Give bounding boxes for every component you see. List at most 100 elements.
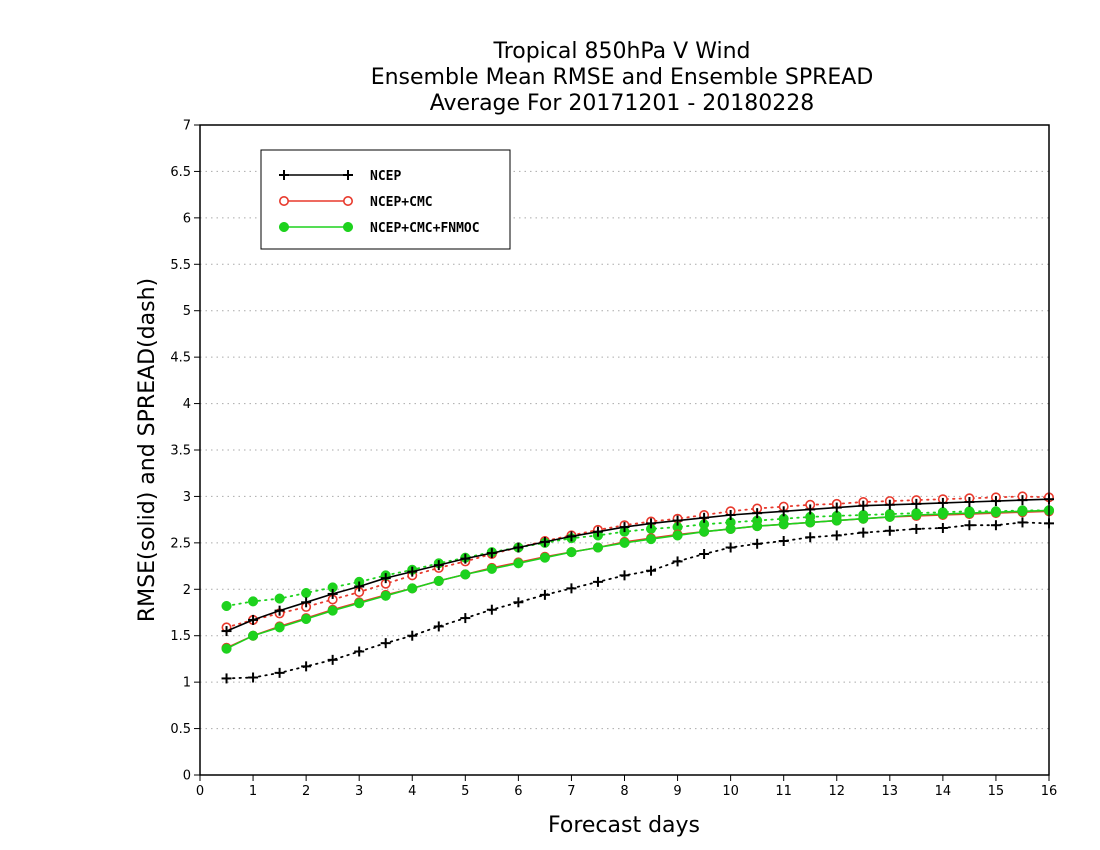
legend-marker	[343, 170, 353, 180]
data-point	[433, 575, 444, 586]
data-point	[964, 508, 975, 519]
data-point	[566, 583, 577, 594]
series-ncep-spread	[221, 517, 1054, 684]
data-point	[645, 534, 657, 545]
data-point	[725, 542, 736, 553]
legend-item: NCEP+CMC+FNMOC	[278, 221, 480, 236]
y-tick-label: 2	[183, 583, 191, 598]
data-point	[327, 654, 338, 665]
data-point	[937, 509, 948, 520]
data-point	[460, 613, 471, 624]
data-point	[858, 527, 869, 538]
y-tick-label: 6	[183, 211, 191, 226]
series-line-ncep-rmse	[226, 498, 1050, 632]
data-point	[752, 508, 763, 519]
legend-box	[260, 149, 511, 250]
data-point	[248, 596, 259, 607]
data-point	[752, 521, 763, 532]
data-point	[1017, 517, 1028, 528]
data-point	[354, 646, 365, 657]
data-point	[301, 613, 312, 625]
data-point	[301, 597, 312, 608]
data-point	[911, 498, 922, 509]
data-point	[725, 510, 736, 520]
legend-label: NCEP+CMC+FNMOC	[370, 221, 480, 236]
data-point	[274, 622, 285, 633]
chart-title-line-2: Ensemble Mean RMSE and Ensemble SPREAD	[371, 65, 874, 90]
data-point	[778, 519, 789, 530]
x-tick-label: 15	[988, 784, 1005, 799]
data-point	[433, 560, 444, 571]
x-tick-label: 13	[882, 784, 899, 799]
data-point	[646, 565, 657, 576]
legend-marker	[279, 170, 289, 180]
data-point	[990, 507, 1001, 518]
chart-title-line-1: Tropical 850hPa V Wind	[492, 39, 750, 64]
data-point	[380, 638, 391, 649]
data-point	[513, 558, 524, 569]
data-point	[248, 614, 259, 625]
data-point	[805, 532, 816, 543]
data-point	[964, 497, 975, 507]
data-point	[221, 643, 232, 654]
x-axis-title: Forecast days	[548, 813, 700, 838]
series-line-ncep-spread	[225, 521, 1050, 680]
data-point	[539, 552, 550, 563]
y-tick-label: 1	[183, 676, 191, 691]
data-point	[248, 630, 259, 641]
data-point	[619, 570, 630, 581]
data-point	[884, 525, 895, 536]
data-point	[327, 588, 338, 599]
data-point	[805, 517, 816, 528]
data-point	[672, 515, 683, 526]
x-tick-label: 16	[1041, 784, 1058, 799]
y-tick-label: 4	[183, 397, 191, 412]
y-tick-label: 0	[183, 769, 191, 784]
data-point	[539, 589, 550, 600]
series-line-ncep-cmc-spread	[225, 495, 1050, 629]
data-point	[486, 548, 497, 559]
data-point	[566, 531, 577, 542]
legend-item: NCEP	[279, 169, 401, 184]
axis-ticks: 00.511.522.533.544.555.566.570 1 2 3 4 5 6 7 8 9 1…	[170, 119, 1057, 800]
y-tick-label: 4.5	[170, 351, 191, 366]
data-point	[274, 667, 285, 678]
data-point	[831, 530, 842, 541]
data-point	[831, 502, 842, 513]
data-point	[778, 536, 789, 546]
data-point	[752, 538, 763, 549]
legend-marker	[278, 196, 289, 207]
data-point	[1017, 506, 1028, 517]
data-point	[433, 621, 444, 632]
data-point	[884, 511, 895, 522]
data-point	[539, 536, 550, 547]
x-tick-label: 8	[620, 784, 628, 799]
data-point	[274, 605, 285, 616]
y-tick-label: 5	[183, 304, 191, 319]
data-point	[672, 530, 683, 541]
chart-title: Tropical 850hPa V Wind Ensemble Mean RMS…	[371, 39, 874, 116]
data-point	[858, 500, 869, 511]
data-point	[248, 672, 259, 683]
x-tick-label: 0	[196, 784, 204, 799]
y-axis-title: RMSE(solid) and SPREAD(dash)	[135, 278, 160, 622]
data-point	[221, 626, 232, 637]
data-point	[513, 542, 524, 553]
legend: NCEP NCEP+CMC NCEP+CMC+FNMOC	[260, 149, 511, 250]
data-point	[407, 630, 418, 641]
data-point	[460, 569, 471, 580]
data-point	[911, 509, 922, 521]
legend-item: NCEP+CMC	[278, 195, 433, 210]
data-point	[486, 563, 497, 574]
data-point	[725, 523, 736, 534]
legend-label: NCEP	[370, 169, 401, 184]
data-point	[380, 573, 391, 584]
data-point	[513, 597, 524, 608]
data-point	[221, 673, 232, 684]
data-point	[699, 526, 710, 537]
x-tick-label: 2	[302, 784, 310, 799]
data-point	[937, 523, 948, 533]
plot-series	[221, 491, 1055, 684]
series-line-ncep-cmc-rmse	[226, 510, 1050, 649]
